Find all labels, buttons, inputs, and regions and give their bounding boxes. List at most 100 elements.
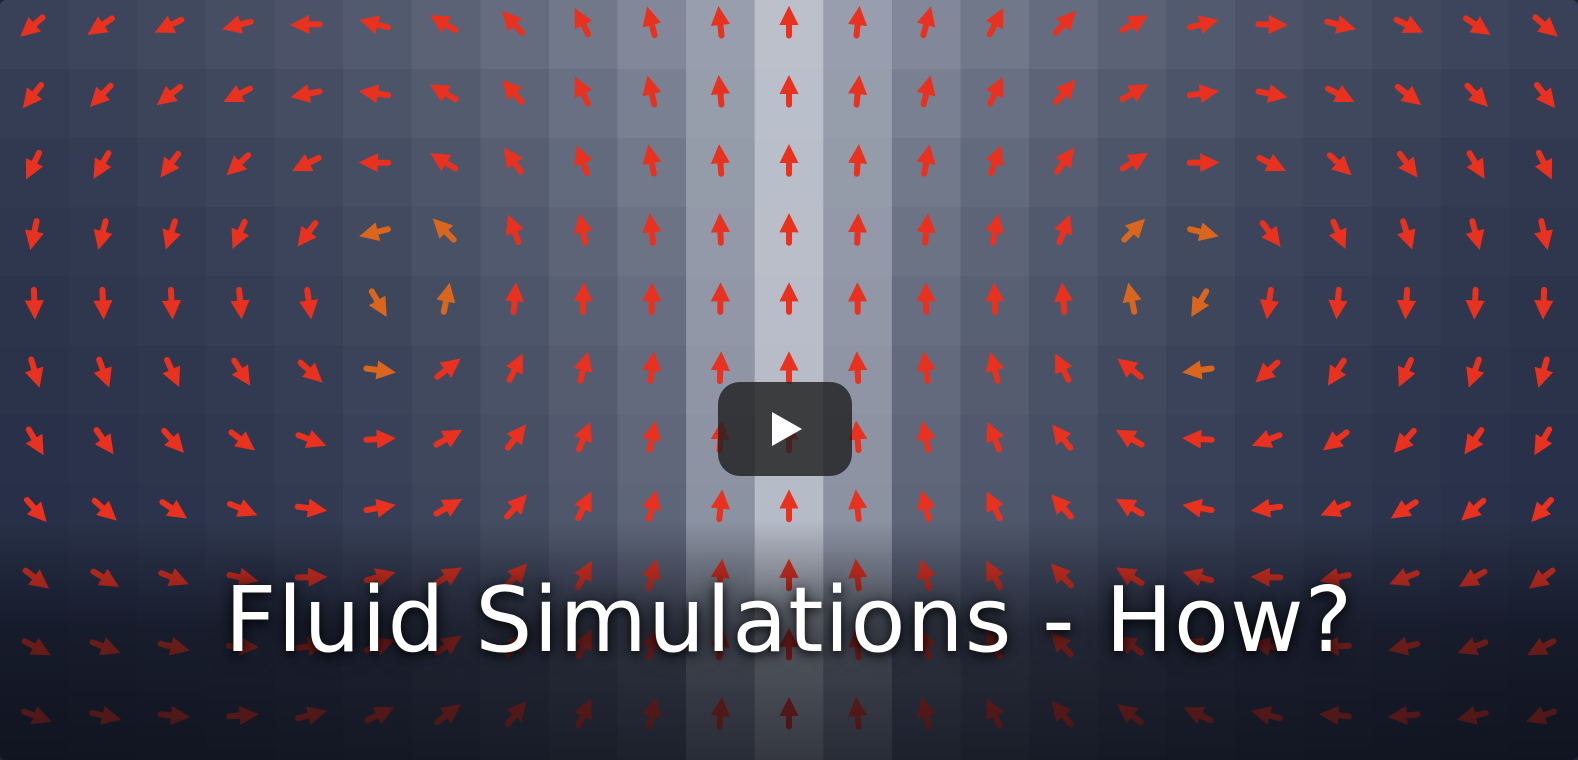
velocity-arrow (710, 351, 730, 384)
velocity-arrow (502, 79, 525, 105)
velocity-arrow (160, 150, 182, 178)
velocity-arrow (161, 427, 185, 454)
velocity-arrow (642, 420, 662, 453)
velocity-arrow (1387, 705, 1421, 725)
velocity-arrow (1534, 149, 1553, 180)
velocity-arrow (223, 84, 253, 103)
velocity-arrow (1397, 218, 1416, 250)
velocity-arrow (162, 357, 181, 388)
velocity-arrow (1466, 150, 1485, 179)
velocity-arrow (848, 420, 868, 454)
velocity-arrow (25, 218, 44, 251)
velocity-arrow (157, 705, 191, 725)
velocity-arrow (359, 15, 391, 34)
velocity-arrow (642, 213, 662, 246)
velocity-arrow (710, 696, 730, 730)
velocity-arrow (1053, 10, 1077, 36)
velocity-arrow (368, 288, 387, 318)
velocity-arrow (89, 82, 114, 108)
velocity-arrow (24, 356, 44, 388)
velocity-arrow (24, 497, 47, 523)
velocity-arrow (985, 282, 1005, 315)
velocity-arrow (363, 360, 396, 380)
velocity-arrow (25, 426, 44, 456)
velocity-arrow (1465, 286, 1485, 320)
velocity-arrow (574, 145, 593, 176)
velocity-arrow (1182, 360, 1215, 380)
velocity-arrow (228, 429, 255, 451)
velocity-arrow (847, 144, 868, 177)
velocity-arrow (1186, 84, 1220, 104)
velocity-arrow (1324, 15, 1356, 34)
velocity-arrow (222, 15, 254, 34)
velocity-arrow (231, 357, 251, 386)
velocity-arrow (1531, 497, 1554, 523)
velocity-arrow (161, 286, 182, 320)
velocity-arrow (1187, 15, 1219, 34)
velocity-arrow (574, 7, 592, 38)
velocity-arrow (1251, 429, 1283, 448)
velocity-arrow (917, 490, 936, 522)
velocity-arrow (1055, 353, 1073, 383)
velocity-arrow (985, 351, 1005, 384)
velocity-arrow (848, 489, 868, 523)
velocity-arrow (1534, 286, 1554, 320)
velocity-arrow (1255, 14, 1288, 35)
velocity-arrow (363, 429, 396, 449)
velocity-arrow (642, 144, 662, 177)
velocity-arrow (1182, 429, 1215, 449)
velocity-arrow (986, 7, 1004, 38)
velocity-arrow (292, 153, 322, 172)
velocity-arrow (986, 421, 1004, 453)
velocity-arrow (574, 491, 592, 522)
velocity-arrow (1320, 499, 1351, 517)
velocity-arrow (433, 498, 463, 517)
velocity-arrow (916, 144, 936, 177)
velocity-arrow (24, 286, 44, 320)
velocity-arrow (156, 83, 184, 106)
velocity-arrow (1326, 152, 1352, 176)
velocity-arrow (159, 499, 188, 519)
velocity-arrow (642, 490, 661, 522)
velocity-arrow (1465, 218, 1485, 250)
velocity-arrow (1119, 14, 1149, 34)
velocity-arrow (226, 705, 259, 726)
velocity-arrow (710, 213, 731, 246)
velocity-arrow (1256, 153, 1286, 172)
velocity-arrow (1115, 429, 1145, 448)
velocity-arrow (1464, 427, 1485, 455)
velocity-arrow (916, 351, 936, 384)
velocity-arrow (848, 351, 868, 384)
velocity-arrow (1532, 14, 1558, 37)
velocity-arrow (297, 359, 323, 383)
velocity-arrow (1390, 499, 1419, 519)
velocity-arrow (1464, 82, 1489, 108)
velocity-arrow (1534, 426, 1553, 456)
velocity-arrow (154, 15, 185, 33)
velocity-arrow (1325, 84, 1355, 103)
velocity-arrow (1397, 357, 1416, 388)
velocity-arrow (434, 358, 461, 380)
velocity-arrow (848, 696, 868, 730)
velocity-arrow (916, 6, 936, 39)
velocity-arrow (710, 5, 730, 39)
velocity-arrow (1250, 498, 1284, 518)
velocity-arrow (574, 76, 593, 107)
velocity-arrow (1121, 218, 1146, 243)
velocity-arrow (916, 75, 936, 108)
play-button[interactable] (718, 382, 852, 476)
velocity-arrow (1255, 84, 1288, 103)
velocity-arrow (230, 286, 250, 320)
velocity-arrow (574, 421, 592, 453)
velocity-arrow (297, 220, 319, 247)
velocity-arrow (847, 213, 868, 246)
velocity-arrow (87, 15, 115, 36)
velocity-arrow (1187, 222, 1219, 242)
velocity-arrow (1117, 358, 1144, 380)
velocity-arrow (290, 14, 323, 35)
velocity-arrow (985, 76, 1004, 107)
velocity-arrow (848, 75, 868, 108)
velocity-arrow (1461, 497, 1487, 521)
